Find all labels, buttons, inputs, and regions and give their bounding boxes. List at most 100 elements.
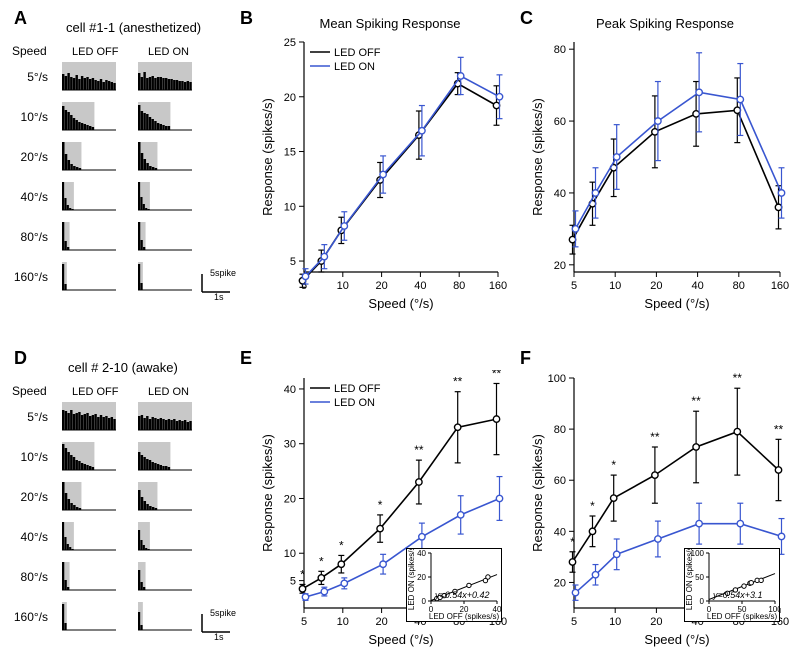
svg-text:20: 20 — [554, 577, 566, 589]
psth-d-on-1 — [138, 442, 192, 472]
svg-text:20: 20 — [554, 260, 566, 272]
svg-text:5: 5 — [290, 576, 296, 588]
speed-header-bot: Speed — [12, 384, 47, 398]
psth-d-off-5 — [62, 602, 116, 632]
svg-text:5: 5 — [571, 280, 577, 292]
chart-b: 510152025510204080160Speed (°/s)Response… — [258, 34, 508, 314]
svg-text:80: 80 — [554, 44, 566, 56]
svg-text:30: 30 — [284, 439, 296, 451]
svg-text:*: * — [378, 498, 383, 512]
svg-text:y=0.54x+0.42: y=0.54x+0.42 — [434, 590, 490, 600]
svg-text:LED OFF (spikes/s): LED OFF (spikes/s) — [707, 612, 778, 621]
svg-text:*: * — [319, 554, 324, 568]
svg-text:20: 20 — [284, 92, 296, 104]
scale-a-h: 1s — [214, 292, 224, 302]
col-on-top: LED ON — [148, 46, 189, 58]
svg-text:40: 40 — [554, 526, 566, 538]
psth-a-on-4 — [138, 222, 192, 252]
svg-text:40: 40 — [554, 188, 566, 200]
svg-text:50: 50 — [695, 573, 704, 582]
svg-text:10: 10 — [337, 616, 349, 628]
svg-text:20: 20 — [375, 616, 387, 628]
panel-letter-b: B — [240, 8, 253, 29]
svg-text:**: ** — [414, 443, 424, 457]
speed-d-3: 40°/s — [8, 530, 48, 544]
psth-a-off-4 — [62, 222, 116, 252]
cell2-title: cell # 2-10 (awake) — [68, 360, 178, 375]
psth-a-off-3 — [62, 182, 116, 212]
psth-d-off-2 — [62, 482, 116, 512]
svg-text:y=0.54x+3.1: y=0.54x+3.1 — [712, 590, 763, 600]
svg-text:20: 20 — [375, 280, 387, 292]
svg-text:*: * — [339, 538, 344, 552]
svg-text:**: ** — [774, 422, 784, 436]
svg-text:**: ** — [492, 370, 502, 380]
psth-d-on-0 — [138, 402, 192, 432]
psth-a-off-5 — [62, 262, 116, 292]
psth-a-on-3 — [138, 182, 192, 212]
panel-letter-d: D — [14, 348, 27, 369]
psth-a-off-1 — [62, 102, 116, 132]
svg-text:Response (spikes/s): Response (spikes/s) — [260, 98, 275, 216]
svg-text:LED ON (spikes/s): LED ON (spikes/s) — [407, 549, 416, 610]
psth-a-on-0 — [138, 62, 192, 92]
svg-text:**: ** — [691, 394, 701, 408]
psth-a-off-0 — [62, 62, 116, 92]
panel-letter-e: E — [240, 348, 252, 369]
chart-c-title: Peak Spiking Response — [560, 16, 770, 31]
psth-d-off-3 — [62, 522, 116, 552]
svg-text:100: 100 — [548, 373, 566, 385]
svg-text:LED OFF: LED OFF — [334, 383, 381, 395]
speed-d-4: 80°/s — [8, 570, 48, 584]
svg-text:40: 40 — [417, 549, 426, 558]
speed-d-2: 20°/s — [8, 490, 48, 504]
inset-e: 0204002040LED OFF (spikes/s)LED ON (spik… — [406, 548, 502, 622]
svg-text:20: 20 — [650, 616, 662, 628]
svg-text:20: 20 — [650, 280, 662, 292]
svg-text:5: 5 — [571, 616, 577, 628]
psth-a-on-2 — [138, 142, 192, 172]
psth-d-off-4 — [62, 562, 116, 592]
chart-b-title: Mean Spiking Response — [290, 16, 490, 31]
speed-a-1: 10°/s — [8, 110, 48, 124]
inset-f: 050100050100LED OFF (spikes/s)LED ON (sp… — [684, 548, 780, 622]
panel-letter-f: F — [520, 348, 531, 369]
svg-text:*: * — [590, 499, 595, 513]
svg-text:0: 0 — [700, 597, 705, 606]
psth-d-on-4 — [138, 562, 192, 592]
speed-a-4: 80°/s — [8, 230, 48, 244]
svg-text:Speed (°/s): Speed (°/s) — [644, 296, 709, 311]
svg-text:Speed (°/s): Speed (°/s) — [368, 296, 433, 311]
speed-d-5: 160°/s — [8, 610, 48, 624]
figure-root: { "colors": { "bg": "#ffffff", "ink": "#… — [0, 0, 800, 659]
speed-a-2: 20°/s — [8, 150, 48, 164]
svg-text:5: 5 — [301, 616, 307, 628]
col-off-bot: LED OFF — [72, 386, 118, 398]
svg-text:*: * — [300, 567, 305, 581]
svg-text:**: ** — [650, 430, 660, 444]
svg-text:25: 25 — [284, 37, 296, 49]
psth-a-off-2 — [62, 142, 116, 172]
svg-text:**: ** — [453, 375, 463, 389]
svg-text:*: * — [570, 535, 575, 549]
speed-a-0: 5°/s — [8, 70, 48, 84]
svg-text:20: 20 — [417, 573, 426, 582]
svg-text:60: 60 — [554, 116, 566, 128]
svg-text:40: 40 — [691, 280, 703, 292]
svg-text:40: 40 — [284, 384, 296, 396]
svg-text:60: 60 — [554, 475, 566, 487]
svg-text:10: 10 — [609, 280, 621, 292]
svg-text:Response (spikes/s): Response (spikes/s) — [260, 434, 275, 552]
svg-text:10: 10 — [337, 280, 349, 292]
svg-text:LED OFF (spikes/s): LED OFF (spikes/s) — [429, 612, 500, 621]
svg-text:80: 80 — [733, 280, 745, 292]
scale-a-v: 5spike — [210, 268, 236, 278]
speed-a-5: 160°/s — [8, 270, 48, 284]
speed-d-1: 10°/s — [8, 450, 48, 464]
svg-text:10: 10 — [609, 616, 621, 628]
svg-text:Speed (°/s): Speed (°/s) — [644, 632, 709, 647]
svg-text:160: 160 — [489, 280, 507, 292]
psth-d-on-5 — [138, 602, 192, 632]
svg-text:**: ** — [733, 371, 743, 385]
panel-letter-c: C — [520, 8, 533, 29]
